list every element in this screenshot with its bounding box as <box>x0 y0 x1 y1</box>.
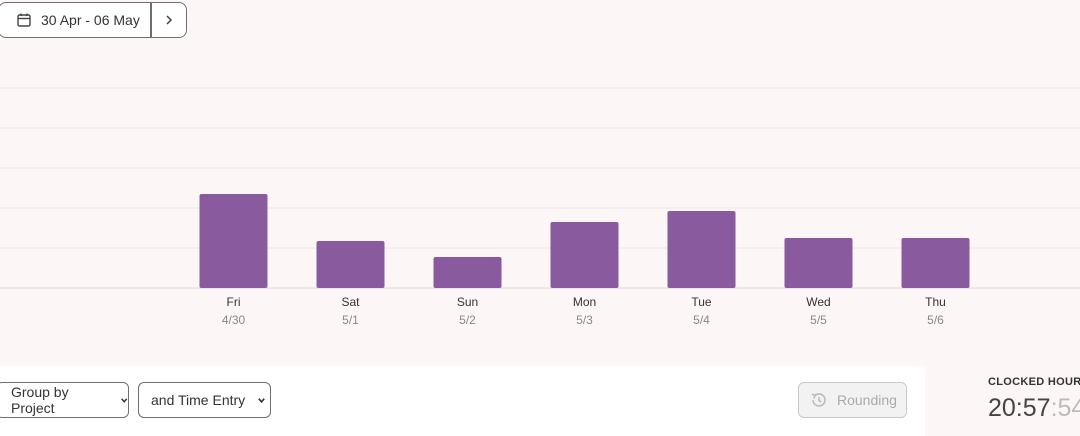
chevron-right <box>166 15 173 25</box>
calendar-icon <box>17 13 31 27</box>
x-tick-date: 5/1 <box>342 313 359 327</box>
x-tick-date: 5/3 <box>576 313 593 327</box>
bar <box>316 241 385 288</box>
x-tick-date: 4/30 <box>222 313 246 327</box>
x-tick-label: Mon <box>573 295 596 309</box>
x-tick-label: Fri <box>227 295 241 309</box>
rounding-text: Rounding <box>837 392 897 408</box>
group-by-dropdown[interactable]: Group by Project <box>0 382 129 418</box>
group-by-text: Group by Project <box>11 384 69 416</box>
date-range-button[interactable]: 30 Apr - 06 May <box>0 2 151 38</box>
clocked-hours: 20:57:54 <box>988 394 1080 423</box>
chevron-down <box>258 397 265 403</box>
x-tick-label: Wed <box>806 295 830 309</box>
x-tick-date: 5/5 <box>810 313 827 327</box>
and-by-dropdown[interactable]: and Time Entry <box>138 382 271 418</box>
x-tick-date: 5/2 <box>459 313 476 327</box>
clocked-time: 20:57 <box>988 394 1051 422</box>
rounding-icon <box>811 393 826 407</box>
rounding-button[interactable]: Rounding <box>798 382 907 418</box>
x-tick-date: 5/4 <box>693 313 710 327</box>
x-tick-date: 5/6 <box>927 313 944 327</box>
bar <box>433 257 502 288</box>
bar <box>667 211 736 288</box>
and-by-text: and Time Entry <box>151 392 246 408</box>
bar <box>901 238 970 288</box>
bar <box>199 194 268 288</box>
clocked-seconds: :54 <box>1050 394 1080 422</box>
clocked-hours-label: CLOCKED HOURS <box>988 376 1080 388</box>
x-tick-label: Sun <box>457 295 478 309</box>
bar <box>784 238 853 288</box>
x-tick-label: Thu <box>925 295 946 309</box>
date-range-text: 30 Apr - 06 May <box>41 12 140 28</box>
page: {"ui": {"date_range": "30 Apr - 06 May",… <box>0 2 1080 423</box>
chart: Fri 4/30 Sat 5/1 Sun 5/2 Mon 5/3 Tue 5/4 Wed 5/5 Thu… <box>0 87 1080 327</box>
bar <box>550 222 619 288</box>
x-tick-label: Tue <box>691 295 712 309</box>
chevron-down <box>120 397 127 403</box>
x-tick-label: Sat <box>341 295 360 309</box>
next-button[interactable] <box>151 2 187 38</box>
